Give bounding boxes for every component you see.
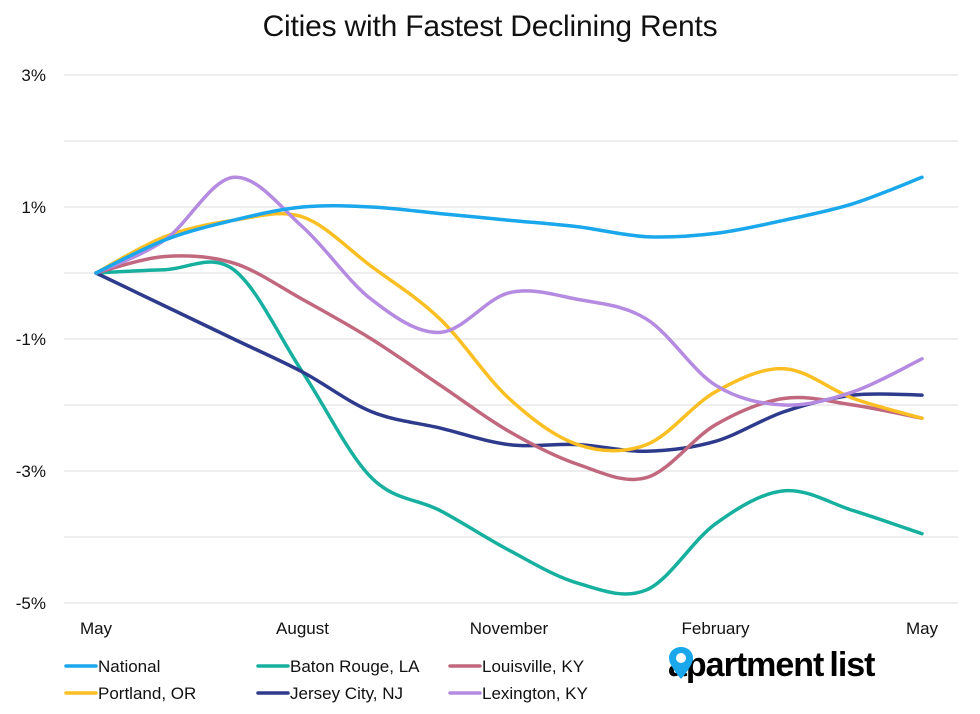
x-tick-label: February: [681, 619, 750, 638]
apartment-list-logo: apartment list: [668, 646, 876, 685]
legend-label: Portland, OR: [98, 684, 196, 703]
logo-text-left: apartment: [668, 646, 824, 684]
y-tick-label: 3%: [21, 66, 46, 85]
series-line-lexington-ky: [94, 175, 924, 407]
y-tick-label: -5%: [16, 594, 46, 613]
legend-label: National: [98, 657, 160, 676]
series-line-baton-rouge-la: [94, 260, 924, 596]
x-tick-label: May: [80, 619, 113, 638]
y-tick-label: 1%: [21, 198, 46, 217]
legend-label: Louisville, KY: [482, 657, 584, 676]
legend-label: Lexington, KY: [482, 684, 588, 703]
x-tick-label: November: [470, 619, 549, 638]
series-line-national: [94, 175, 924, 275]
x-tick-label: August: [276, 619, 329, 638]
x-tick-label: May: [906, 619, 939, 638]
legend-label: Baton Rouge, LA: [290, 657, 420, 676]
series-line-jersey-city-nj: [94, 271, 924, 453]
y-tick-label: -1%: [16, 330, 46, 349]
legend-label: Jersey City, NJ: [290, 684, 403, 703]
y-tick-label: -3%: [16, 462, 46, 481]
chart-title: Cities with Fastest Declining Rents: [262, 10, 718, 43]
series-line-louisville-ky: [94, 254, 924, 482]
logo-text-right: list: [829, 646, 875, 684]
